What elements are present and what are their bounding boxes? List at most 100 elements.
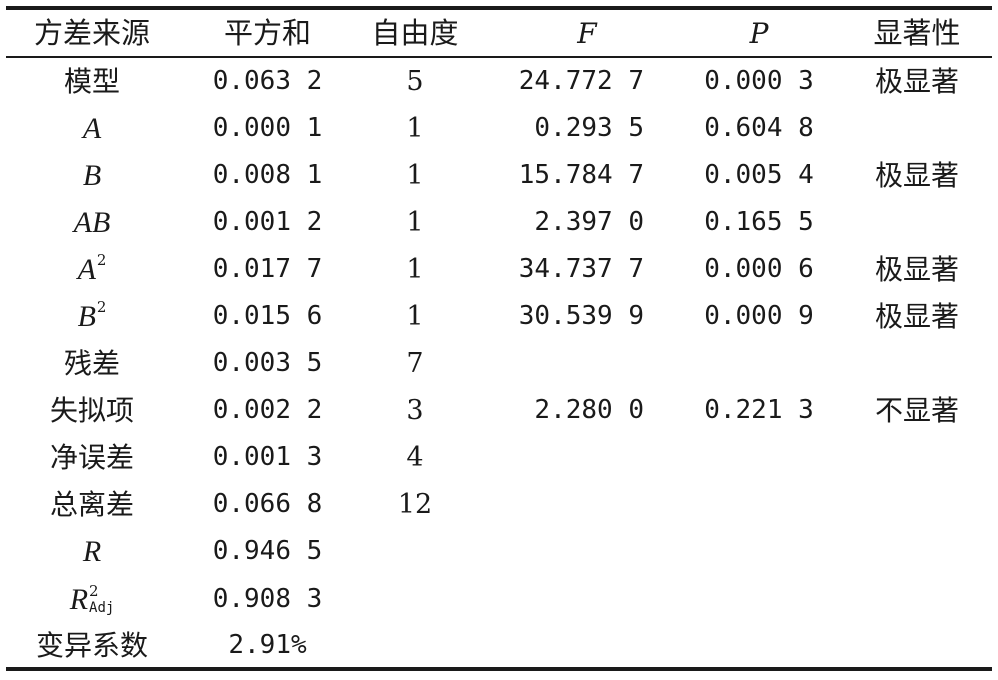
row-source-subscript: Adj xyxy=(89,600,115,616)
table-row: B 0.008 1 1 15.784 7 0.005 4 极显著 xyxy=(6,152,992,199)
row-significance xyxy=(842,340,992,387)
row-source: 失拟项 xyxy=(49,394,134,427)
row-p xyxy=(684,576,834,623)
row-sum-of-squares: 0.015 6 xyxy=(212,301,323,331)
row-f: 34.737 7 xyxy=(518,254,644,284)
table-header-row: 方差来源 平方和 自由度 F P 显著性 xyxy=(6,10,992,57)
table-header-rule xyxy=(6,56,992,58)
table-row: 模型 0.063 2 5 24.772 7 0.000 3 极显著 xyxy=(6,58,992,105)
row-df: 1 xyxy=(406,207,424,238)
table-row: 失拟项 0.002 2 3 2.280 0 0.221 3 不显著 xyxy=(6,387,992,434)
row-significance: 不显著 xyxy=(874,394,959,427)
row-source: R 2 Adj xyxy=(6,576,178,623)
row-source-symbol: AB xyxy=(73,206,111,239)
row-sum-of-squares: 0.946 5 xyxy=(212,536,323,566)
row-sum-of-squares: 0.000 1 xyxy=(212,113,323,143)
row-source: R xyxy=(6,528,178,575)
row-p xyxy=(684,434,834,481)
row-sum-of-squares: 0.908 3 xyxy=(212,584,323,614)
row-source-symbol: R xyxy=(69,583,89,616)
row-significance xyxy=(842,481,992,528)
row-f: 2.280 0 xyxy=(534,395,644,425)
row-f xyxy=(492,576,644,623)
row-source-superscript: 2 xyxy=(89,582,99,600)
table-row: R 2 Adj 0.908 3 xyxy=(6,576,992,623)
row-p: 0.005 4 xyxy=(704,160,814,190)
row-df xyxy=(353,622,477,669)
row-f: 30.539 9 xyxy=(518,301,644,331)
row-p xyxy=(684,481,834,528)
row-sum-of-squares: 0.017 7 xyxy=(212,254,323,284)
table-row: 变异系数 2.91% xyxy=(6,622,992,669)
table-row: 总离差 0.066 8 12 xyxy=(6,481,992,528)
row-df: 5 xyxy=(406,66,424,97)
table-row: 残差 0.003 5 7 xyxy=(6,340,992,387)
row-f xyxy=(492,622,644,669)
row-source-symbol: R xyxy=(82,535,102,568)
row-p xyxy=(684,340,834,387)
row-significance xyxy=(842,576,992,623)
row-sum-of-squares: 0.001 3 xyxy=(212,442,323,472)
table-row: 净误差 0.001 3 4 xyxy=(6,434,992,481)
table-top-rule xyxy=(6,6,992,10)
row-df: 12 xyxy=(397,489,433,520)
row-source-symbol: B xyxy=(82,159,102,192)
row-f: 2.397 0 xyxy=(534,207,644,237)
row-sum-of-squares: 0.008 1 xyxy=(212,160,323,190)
row-source-symbol: B xyxy=(77,300,96,333)
row-significance: 极显著 xyxy=(874,253,959,286)
row-source: 总离差 xyxy=(49,488,134,521)
table-bottom-rule xyxy=(6,667,992,671)
row-sum-of-squares: 0.001 2 xyxy=(212,207,323,237)
row-source: B2 xyxy=(6,293,178,340)
table-row: R 0.946 5 xyxy=(6,528,992,575)
row-f xyxy=(492,434,644,481)
row-df: 1 xyxy=(406,160,424,191)
row-f: 15.784 7 xyxy=(518,160,644,190)
header-f: F xyxy=(577,17,597,50)
row-df: 3 xyxy=(406,395,424,426)
header-significance: 显著性 xyxy=(873,16,961,50)
row-source-superscript: 2 xyxy=(96,251,107,269)
row-significance xyxy=(842,105,992,152)
row-significance xyxy=(842,434,992,481)
row-significance xyxy=(842,622,992,669)
table-row: AB 0.001 2 1 2.397 0 0.165 5 xyxy=(6,199,992,246)
row-sum-of-squares: 2.91% xyxy=(228,630,307,660)
row-p xyxy=(684,528,834,575)
header-degrees-of-freedom: 自由度 xyxy=(371,16,459,50)
row-source: 变异系数 xyxy=(35,629,148,662)
row-p: 0.221 3 xyxy=(704,395,814,425)
row-p: 0.000 3 xyxy=(704,66,814,96)
table-row: B2 0.015 6 1 30.539 9 0.000 9 极显著 xyxy=(6,293,992,340)
row-f: 24.772 7 xyxy=(518,66,644,96)
row-significance: 极显著 xyxy=(874,159,959,192)
header-source: 方差来源 xyxy=(33,16,150,50)
row-sum-of-squares: 0.066 8 xyxy=(212,489,323,519)
row-source: 残差 xyxy=(63,347,120,380)
row-sum-of-squares: 0.063 2 xyxy=(212,66,323,96)
row-sum-of-squares: 0.003 5 xyxy=(212,348,323,378)
row-f xyxy=(492,481,644,528)
row-significance xyxy=(842,528,992,575)
row-p: 0.604 8 xyxy=(704,113,814,143)
row-p: 0.000 9 xyxy=(704,301,814,331)
row-source: A xyxy=(6,105,178,152)
row-f xyxy=(492,340,644,387)
table-row: A 0.000 1 1 0.293 5 0.604 8 xyxy=(6,105,992,152)
row-significance xyxy=(842,199,992,246)
table-row: A2 0.017 7 1 34.737 7 0.000 6 极显著 xyxy=(6,246,992,293)
row-significance: 极显著 xyxy=(874,65,959,98)
row-df: 7 xyxy=(406,348,424,379)
row-source: A2 xyxy=(6,246,178,293)
row-source: B xyxy=(6,152,178,199)
row-f xyxy=(492,528,644,575)
row-df xyxy=(353,528,477,575)
header-p: P xyxy=(749,17,769,50)
header-sum-of-squares: 平方和 xyxy=(223,16,311,50)
row-df: 1 xyxy=(406,254,424,285)
row-df: 1 xyxy=(406,301,424,332)
row-source-scripts: 2 Adj xyxy=(89,582,115,617)
row-source: 模型 xyxy=(63,65,120,98)
row-source: AB xyxy=(6,199,178,246)
